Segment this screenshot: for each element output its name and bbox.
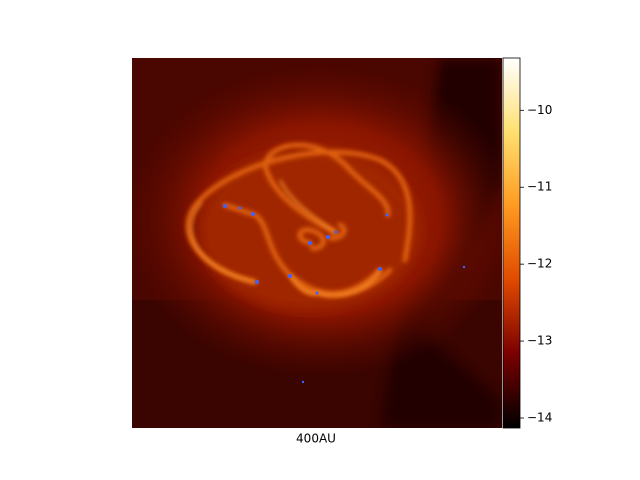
colorbar [502,57,521,429]
colorbar-tick-label: −10 [527,103,552,117]
density-image [132,58,502,428]
colorbar-tick-label: −12 [527,257,552,271]
x-label: 400AU [296,432,336,446]
colorbar-tick-label: −14 [527,411,552,425]
colorbar-tick-label: −13 [527,334,552,348]
colorbar-tick-label: −11 [527,180,552,194]
